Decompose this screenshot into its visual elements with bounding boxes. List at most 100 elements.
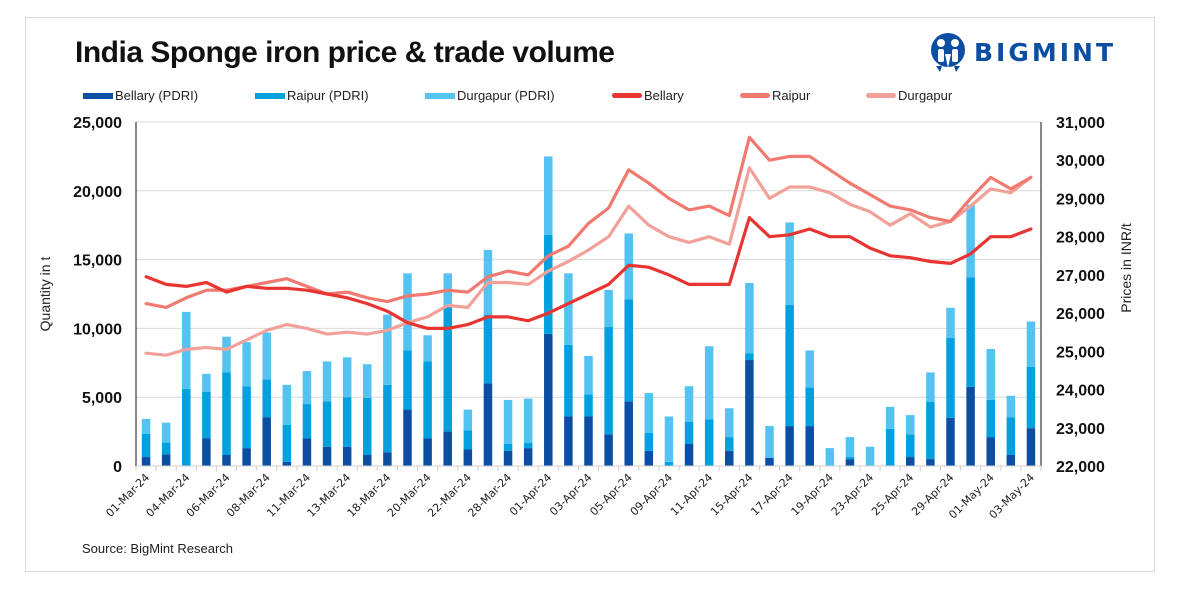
bar-durgapur-pdri (322, 361, 332, 402)
legend-item-durgapur: Durgapur (866, 88, 952, 103)
y-axis-title: Quantity in t (37, 257, 53, 332)
x-tick-label: 19-Apr-24 (789, 471, 836, 518)
bar-durgapur-pdri (644, 393, 654, 433)
bar-raipur-pdri (383, 384, 392, 453)
y-tick-label: 25,000 (73, 115, 122, 132)
legend-label: Bellary (PDRI) (115, 88, 199, 103)
legend-item-bellary-pdri: Bellary (PDRI) (83, 88, 198, 103)
y2-tick-label: 28,000 (1056, 230, 1105, 247)
bar-raipur-pdri (926, 402, 935, 460)
bar-raipur-pdri (363, 397, 372, 455)
chart-title: India Sponge iron price & trade volume (75, 36, 615, 69)
legend-item-bellary: Bellary (612, 88, 684, 103)
y2-tick-label: 29,000 (1056, 191, 1105, 208)
bar-bellary-pdri (845, 459, 855, 466)
bar-raipur-pdri (423, 361, 432, 439)
bar-raipur-pdri (725, 437, 734, 451)
bar-durgapur-pdri (845, 437, 855, 458)
bar-raipur-pdri (684, 421, 694, 444)
bar-durgapur-pdri (1006, 395, 1016, 418)
bar-raipur-pdri (1006, 417, 1016, 455)
bar-raipur-pdri (503, 443, 513, 451)
bars (141, 156, 1036, 466)
bar-bellary-pdri (745, 360, 754, 466)
bar-raipur-pdri (584, 394, 593, 417)
bar-raipur-pdri (141, 433, 151, 458)
bar-bellary-pdri (483, 383, 493, 466)
bar-bellary-pdri (584, 416, 593, 466)
legend-label: Raipur (PDRI) (287, 88, 369, 103)
bar-durgapur-pdri (383, 314, 392, 385)
bar-durgapur-pdri (302, 371, 312, 405)
bar-bellary-pdri (986, 437, 995, 466)
x-tick-label: 11-Apr-24 (668, 471, 715, 518)
bar-durgapur-pdri (282, 384, 292, 425)
bar-bellary-pdri (443, 431, 452, 466)
bar-raipur-pdri (704, 419, 714, 466)
legend-item-raipur: Raipur (740, 88, 810, 103)
bar-raipur-pdri (946, 338, 955, 418)
y2-tick-label: 31,000 (1056, 115, 1105, 132)
legend-swatch (612, 93, 642, 98)
bar-raipur-pdri (342, 397, 352, 447)
x-tick-label: 15-Apr-24 (708, 471, 755, 518)
bar-bellary-pdri (1006, 454, 1016, 466)
bar-durgapur-pdri (161, 422, 171, 443)
bar-durgapur-pdri (865, 446, 875, 466)
bar-bellary-pdri (805, 426, 814, 466)
bar-bellary-pdri (282, 461, 292, 466)
bar-bellary-pdri (946, 417, 955, 466)
bar-durgapur-pdri (825, 448, 835, 466)
bar-bellary-pdri (503, 450, 513, 466)
bar-durgapur-pdri (885, 406, 895, 429)
bar-durgapur-pdri (785, 222, 794, 306)
bar-bellary-pdri (141, 457, 151, 466)
bar-raipur-pdri (202, 391, 211, 439)
bar-raipur-pdri (604, 327, 613, 435)
bar-bellary-pdri (202, 438, 211, 466)
bar-durgapur-pdri (202, 373, 211, 392)
bar-durgapur-pdri (704, 346, 714, 420)
bar-durgapur-pdri (906, 415, 915, 435)
bar-raipur-pdri (805, 387, 814, 427)
bar-durgapur-pdri (222, 336, 231, 373)
x-tick-label: 28-Mar-24 (465, 471, 514, 520)
y2-tick-label: 27,000 (1056, 268, 1105, 285)
bar-bellary-pdri (322, 446, 332, 466)
legend-swatch (83, 92, 113, 99)
y2-tick-label: 22,000 (1056, 459, 1105, 476)
bar-durgapur-pdri (523, 398, 533, 443)
bar-raipur-pdri (785, 305, 794, 427)
bar-bellary-pdri (765, 457, 774, 466)
bar-raipur-pdri (182, 388, 191, 466)
bar-raipur-pdri (262, 379, 271, 418)
bar-raipur-pdri (845, 457, 855, 460)
bar-raipur-pdri (242, 386, 251, 449)
y2-tick-label: 23,000 (1056, 421, 1105, 438)
bar-raipur-pdri (302, 404, 312, 439)
bar-durgapur-pdri (986, 349, 995, 400)
bar-bellary-pdri (684, 443, 694, 466)
bar-bellary-pdri (363, 454, 372, 466)
legend-item-raipur-pdri: Raipur (PDRI) (255, 88, 369, 103)
bar-bellary-pdri (302, 438, 312, 466)
bar-bellary-pdri (725, 450, 734, 466)
legend-swatch (425, 92, 455, 99)
bar-bellary-pdri (906, 457, 915, 466)
lines (144, 135, 1033, 357)
bigmint-logo: BIGMINT (930, 32, 1116, 72)
bar-bellary-pdri (926, 459, 935, 466)
bar-bellary-pdri (161, 454, 171, 466)
bar-durgapur-pdri (363, 364, 372, 398)
y2-tick-label: 26,000 (1056, 306, 1105, 323)
line-durgapur (144, 166, 1033, 357)
bar-raipur-pdri (966, 277, 975, 387)
bar-raipur-pdri (161, 442, 171, 455)
bar-bellary-pdri (564, 416, 573, 466)
legend-item-durgapur-pdri: Durgapur (PDRI) (425, 88, 555, 103)
bar-bellary-pdri (523, 448, 533, 466)
bigmint-logo-text: BIGMINT (974, 37, 1117, 67)
bar-durgapur-pdri (342, 357, 352, 398)
bar-raipur-pdri (745, 353, 754, 361)
